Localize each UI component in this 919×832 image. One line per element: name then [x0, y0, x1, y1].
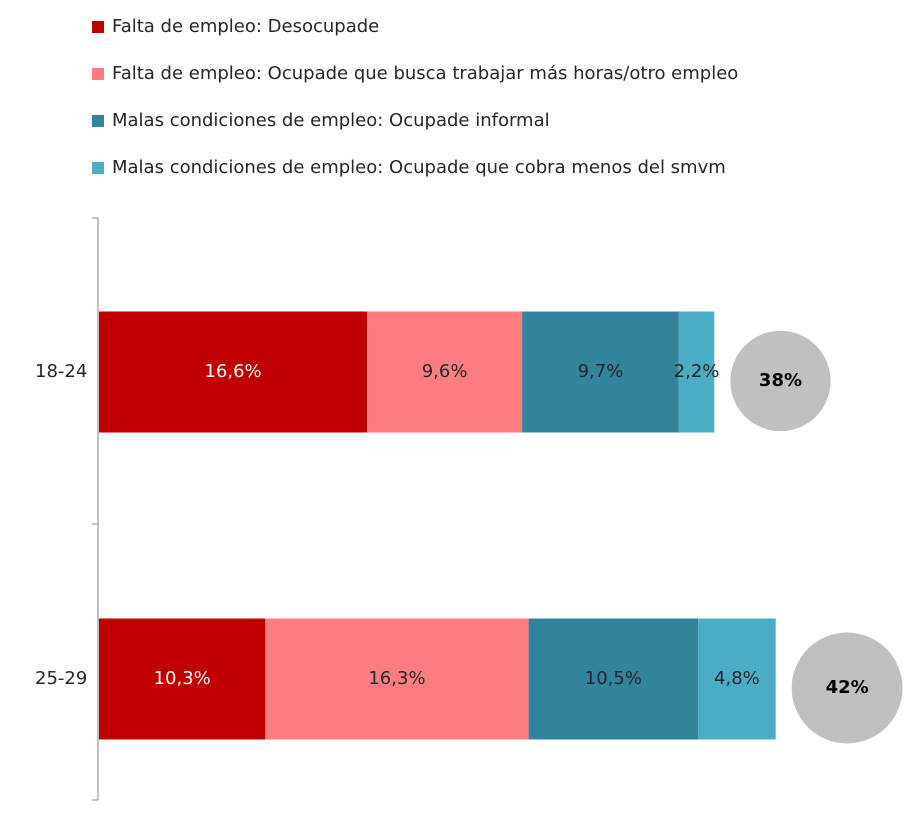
- legend-swatch: [92, 68, 104, 80]
- value-label: 10,3%: [154, 668, 211, 689]
- total-bubble: [730, 330, 831, 432]
- bar-segment: [698, 618, 776, 740]
- bar-segment: [522, 311, 679, 433]
- value-label: 9,7%: [578, 361, 624, 382]
- legend-label: Falta de empleo: Desocupade: [112, 16, 379, 37]
- value-label: 9,6%: [422, 361, 468, 382]
- total-label: 42%: [826, 677, 869, 698]
- bar-segment: [678, 311, 715, 433]
- value-label: 10,5%: [585, 668, 642, 689]
- legend-swatch: [92, 21, 104, 33]
- value-label: 16,3%: [368, 668, 425, 689]
- total-bubble: [791, 632, 903, 744]
- bar-segment: [265, 618, 529, 740]
- total-label: 38%: [759, 370, 802, 391]
- legend-label: Falta de empleo: Ocupade que busca traba…: [112, 63, 738, 84]
- value-label: 16,6%: [204, 361, 261, 382]
- category-label: 25-29: [35, 668, 87, 689]
- legend-label: Malas condiciones de empleo: Ocupade que…: [112, 157, 726, 178]
- value-label: 2,2%: [674, 361, 720, 382]
- legend-label: Malas condiciones de empleo: Ocupade inf…: [112, 110, 550, 131]
- bar-segment: [99, 618, 266, 740]
- legend-swatch: [92, 115, 104, 127]
- category-label: 18-24: [35, 361, 87, 382]
- bar-segment: [528, 618, 699, 740]
- value-label: 4,8%: [714, 668, 760, 689]
- bar-segment: [99, 311, 368, 433]
- bar-segment: [367, 311, 523, 433]
- legend-swatch: [92, 162, 104, 174]
